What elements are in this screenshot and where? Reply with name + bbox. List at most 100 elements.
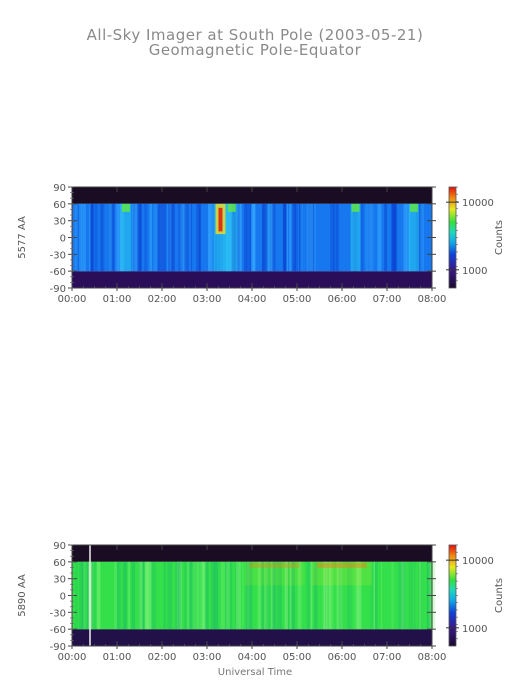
colorbar-tick-label: 10000	[462, 198, 494, 209]
colorbar	[449, 545, 456, 646]
texture-stripe	[391, 561, 394, 630]
texture-stripe	[202, 561, 206, 630]
texture-stripe	[246, 203, 249, 272]
colorbar-label: Counts	[494, 578, 505, 613]
texture-stripe	[392, 203, 397, 272]
texture-stripe	[81, 561, 84, 630]
texture-stripe	[168, 203, 173, 272]
feature-arc	[317, 562, 367, 568]
texture-stripe	[276, 561, 282, 630]
texture-stripe	[300, 203, 303, 272]
texture-stripe	[419, 561, 422, 630]
feature-band	[408, 203, 420, 272]
texture-stripe	[145, 561, 149, 630]
texture-stripe	[171, 203, 175, 272]
texture-stripe	[291, 203, 295, 272]
feature-cap	[351, 203, 360, 212]
texture-stripe	[153, 203, 157, 272]
texture-stripe	[213, 561, 219, 630]
texture-stripe	[109, 203, 112, 272]
colorbar	[449, 187, 456, 288]
texture-stripe	[313, 203, 316, 272]
texture-stripe	[283, 203, 287, 272]
y-tick-label: -90	[50, 284, 66, 295]
texture-stripe	[187, 561, 192, 630]
colorbar-label: Counts	[494, 220, 505, 255]
x-tick-label: 00:00	[58, 294, 87, 305]
texture-stripe	[418, 561, 423, 630]
texture-stripe	[196, 561, 199, 630]
texture-stripe	[418, 203, 422, 272]
texture-stripe	[193, 561, 196, 630]
texture-stripe	[133, 203, 138, 272]
texture-stripe	[237, 203, 242, 272]
x-tick-label: 07:00	[373, 294, 402, 305]
y-tick-label: 90	[53, 541, 66, 552]
texture-stripe	[236, 203, 240, 272]
texture-stripe	[262, 561, 264, 630]
texture-stripe	[114, 561, 118, 630]
texture-stripe	[408, 561, 413, 630]
y-axis-label: 5890 AA	[17, 574, 28, 617]
chart-subtitle: Geomagnetic Pole-Equator	[148, 41, 362, 59]
texture-stripe	[198, 203, 202, 272]
texture-stripe	[279, 561, 282, 630]
y-tick-label: 0	[60, 234, 66, 245]
texture-stripe	[208, 203, 211, 272]
texture-stripe	[178, 203, 184, 272]
feature-cap	[410, 203, 418, 212]
texture-stripe	[132, 203, 134, 272]
texture-stripe	[272, 561, 275, 630]
texture-stripe	[309, 203, 311, 272]
texture-stripe	[175, 561, 179, 630]
texture-stripe	[265, 203, 268, 272]
texture-stripe	[139, 561, 143, 630]
texture-stripe	[236, 561, 241, 630]
texture-stripe	[133, 203, 139, 272]
texture-stripe	[171, 203, 174, 272]
texture-stripe	[270, 561, 275, 630]
texture-stripe	[167, 203, 170, 272]
texture-stripe	[124, 561, 127, 630]
texture-stripe	[112, 203, 115, 272]
feature-peak	[218, 207, 223, 232]
texture-stripe	[265, 561, 271, 630]
texture-stripe	[138, 203, 142, 272]
texture-stripe	[268, 203, 272, 272]
texture-stripe	[323, 561, 328, 630]
texture-stripe	[355, 561, 358, 630]
texture-stripe	[260, 561, 265, 630]
texture-stripe	[191, 203, 193, 272]
texture-stripe	[391, 203, 397, 272]
texture-stripe	[95, 203, 98, 272]
x-tick-label: 02:00	[148, 652, 177, 663]
texture-stripe	[291, 561, 295, 630]
texture-stripe	[80, 203, 83, 272]
texture-stripe	[219, 561, 221, 630]
texture-stripe	[291, 561, 296, 630]
texture-stripe	[205, 561, 209, 630]
feature-arc	[249, 562, 300, 568]
texture-stripe	[138, 561, 143, 630]
texture-stripe	[187, 561, 190, 630]
texture-stripe	[163, 203, 167, 272]
texture-stripe	[370, 203, 373, 272]
texture-stripe	[309, 561, 313, 630]
texture-stripe	[239, 203, 242, 272]
texture-stripe	[144, 561, 149, 630]
texture-stripe	[117, 203, 122, 272]
texture-stripe	[340, 561, 343, 630]
y-tick-label: -30	[50, 608, 66, 619]
texture-stripe	[262, 203, 267, 272]
texture-stripe	[289, 203, 292, 272]
texture-stripe	[142, 561, 145, 630]
x-tick-label: 07:00	[373, 652, 402, 663]
texture-stripe	[226, 561, 229, 630]
colorbar-tick-label: 1000	[462, 266, 487, 277]
texture-stripe	[96, 561, 101, 630]
texture-stripe	[89, 561, 94, 630]
texture-stripe	[242, 561, 244, 630]
texture-stripe	[398, 561, 403, 630]
texture-stripe	[339, 561, 342, 630]
